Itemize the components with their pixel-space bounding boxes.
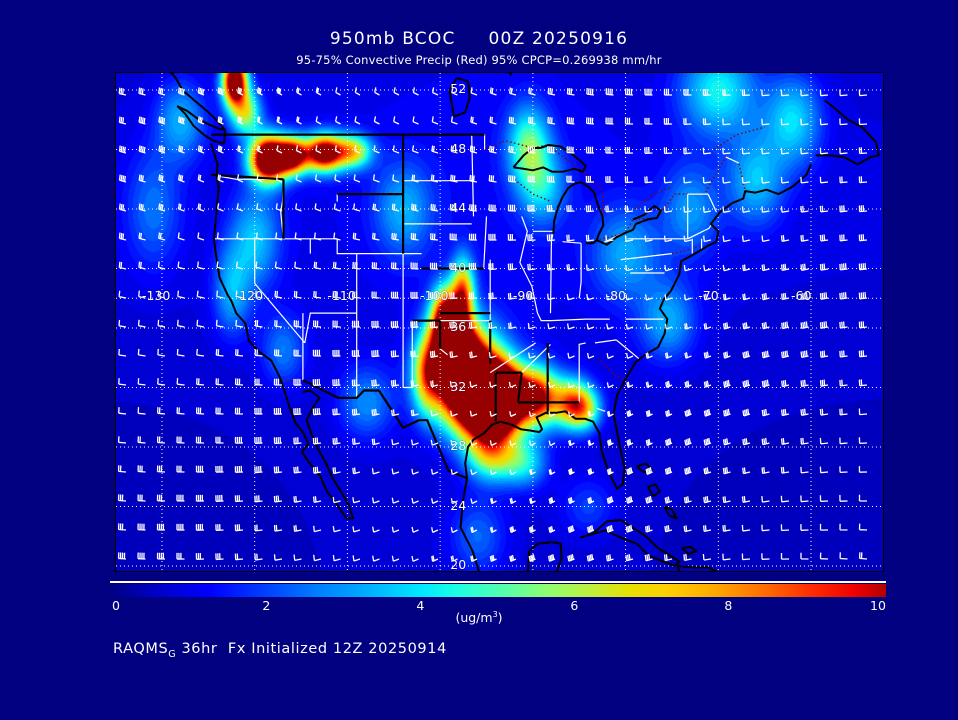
lat-label-40: 40 <box>450 259 467 275</box>
model-subscript: G <box>168 648 177 660</box>
colorbar-tick-8: 8 <box>724 598 733 613</box>
lat-label-28: 28 <box>450 438 467 453</box>
state-boundaries <box>210 134 739 479</box>
colorbar <box>110 581 886 597</box>
colorbar-tick-4: 4 <box>416 598 425 613</box>
coastlines <box>169 73 880 571</box>
lon-label-minus120: -120 <box>234 288 264 304</box>
lon-label-minus60: -60 <box>791 288 812 304</box>
lat-label-20: 20 <box>450 557 467 572</box>
lat-label-32: 32 <box>450 378 467 394</box>
model-caption: RAQMSG 36hr Fx Initialized 12Z 20250914 <box>113 641 447 660</box>
colorbar-gradient <box>110 584 886 597</box>
wind-barbs <box>117 87 868 562</box>
model-name: RAQMS <box>113 641 169 657</box>
lon-label-minus90: -90 <box>512 288 534 304</box>
map-plot-area <box>115 72 884 572</box>
lon-label-minus110: -110 <box>327 288 356 304</box>
units-prefix: (ug/m <box>455 610 493 626</box>
units-suffix: ) <box>497 610 503 626</box>
colorbar-top-rule <box>110 581 886 583</box>
page-title: 950mb BCOC 00Z 20250916 <box>329 29 629 49</box>
page-subtitle: 95-75% Convective Precip (Red) 95% CPCP=… <box>296 53 662 67</box>
colorbar-tick-2: 2 <box>262 598 271 613</box>
units-exponent: 3 <box>492 610 498 619</box>
lat-label-44: 44 <box>450 200 467 215</box>
lon-label-minus80: -80 <box>605 288 626 304</box>
lon-label-minus70: -70 <box>698 288 719 304</box>
colorbar-tick-0: 0 <box>112 598 120 613</box>
map-gridlines <box>116 73 883 571</box>
lon-label-minus130: -130 <box>142 288 171 304</box>
colorbar-tick-10: 10 <box>870 598 886 613</box>
colorbar-units-label: (ug/m3) <box>0 610 958 625</box>
lat-label-24: 24 <box>450 497 467 513</box>
colorbar-tick-6: 6 <box>570 598 579 613</box>
lat-label-36: 36 <box>450 319 467 334</box>
lat-label-52: 52 <box>450 81 467 96</box>
map-overlay <box>116 73 883 571</box>
lon-label-minus100: -100 <box>420 288 449 304</box>
lat-label-48: 48 <box>450 140 467 156</box>
political-boundaries-heavy <box>211 133 580 480</box>
model-caption-text: 36hr Fx Initialized 12Z 20250914 <box>176 641 447 657</box>
country-borders <box>211 126 765 479</box>
